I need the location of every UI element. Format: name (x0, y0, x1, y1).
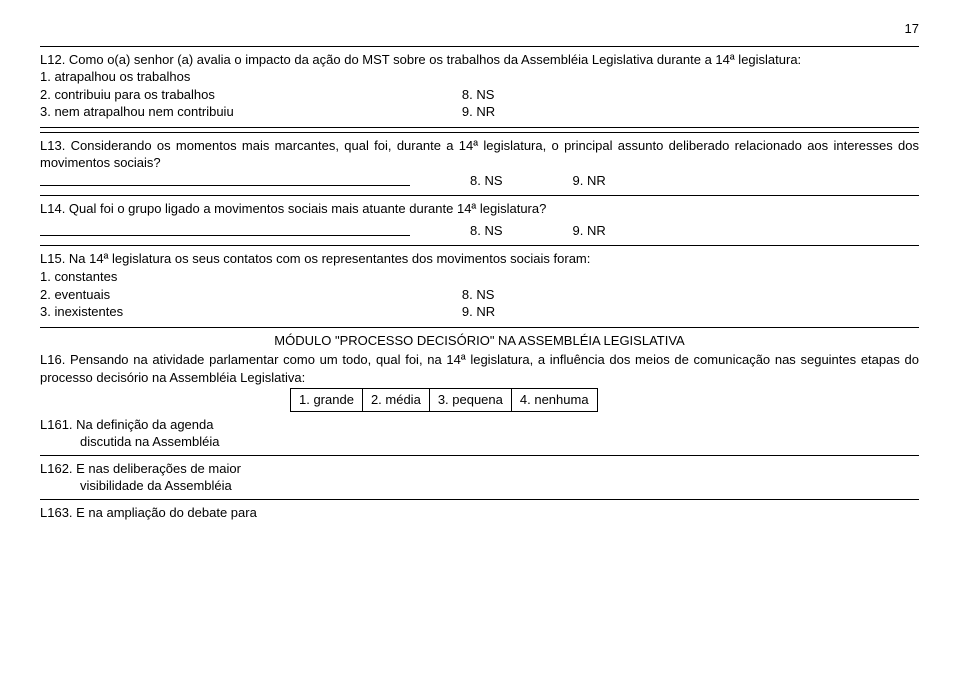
l13-nr: 9. NR (573, 172, 606, 190)
divider (40, 132, 919, 133)
l162-line1: L162. E nas deliberações de maior (40, 460, 919, 478)
l15-opt1: 1. constantes (40, 268, 919, 286)
l12-opt2: 2. contribuiu para os trabalhos (40, 86, 462, 104)
l161-line2: discutida na Assembléia (40, 433, 919, 451)
l15-opt2-code: 8. NS (462, 286, 919, 304)
divider (40, 499, 919, 500)
question-l13: L13. Considerando os momentos mais marca… (40, 137, 919, 190)
l12-opt3-code: 9. NR (462, 103, 919, 121)
l13-ns: 8. NS (470, 172, 503, 190)
divider (40, 245, 919, 246)
divider (40, 195, 919, 196)
l12-opt3: 3. nem atrapalhou nem contribuiu (40, 103, 462, 121)
l161-line1: L161. Na definição da agenda (40, 416, 919, 434)
divider (40, 455, 919, 456)
page-number: 17 (40, 20, 919, 38)
l163-line: L163. E na ampliação do debate para (40, 504, 919, 522)
l12-text: L12. Como o(a) senhor (a) avalia o impac… (40, 51, 919, 69)
question-l12: L12. Como o(a) senhor (a) avalia o impac… (40, 51, 919, 121)
divider (40, 46, 919, 47)
l15-opt3: 3. inexistentes (40, 303, 462, 321)
l14-ns: 8. NS (470, 222, 503, 240)
module-title: MÓDULO "PROCESSO DECISÓRIO" NA ASSEMBLÉI… (40, 332, 919, 350)
question-l14: L14. Qual foi o grupo ligado a movimento… (40, 200, 919, 239)
l16-text: L16. Pensando na atividade parlamentar c… (40, 351, 919, 386)
l12-opt2-code: 8. NS (462, 86, 919, 104)
l16-scale-table: 1. grande 2. média 3. pequena 4. nenhuma (290, 388, 598, 412)
question-l16: L16. Pensando na atividade parlamentar c… (40, 351, 919, 521)
question-l15: L15. Na 14ª legislatura os seus contatos… (40, 250, 919, 320)
blank-line (40, 172, 410, 186)
scale-header: 4. nenhuma (511, 389, 597, 412)
scale-header: 1. grande (291, 389, 363, 412)
l14-nr: 9. NR (573, 222, 606, 240)
blank-line (40, 222, 410, 236)
l15-opt3-code: 9. NR (462, 303, 919, 321)
l12-opt1: 1. atrapalhou os trabalhos (40, 68, 919, 86)
l15-text: L15. Na 14ª legislatura os seus contatos… (40, 250, 919, 268)
l14-text: L14. Qual foi o grupo ligado a movimento… (40, 200, 919, 218)
scale-header: 3. pequena (429, 389, 511, 412)
l15-opt2: 2. eventuais (40, 286, 462, 304)
divider (40, 327, 919, 328)
l13-text: L13. Considerando os momentos mais marca… (40, 137, 919, 172)
scale-header: 2. média (362, 389, 429, 412)
divider (40, 127, 919, 128)
table-row: 1. grande 2. média 3. pequena 4. nenhuma (291, 389, 598, 412)
l162-line2: visibilidade da Assembléia (40, 477, 919, 495)
